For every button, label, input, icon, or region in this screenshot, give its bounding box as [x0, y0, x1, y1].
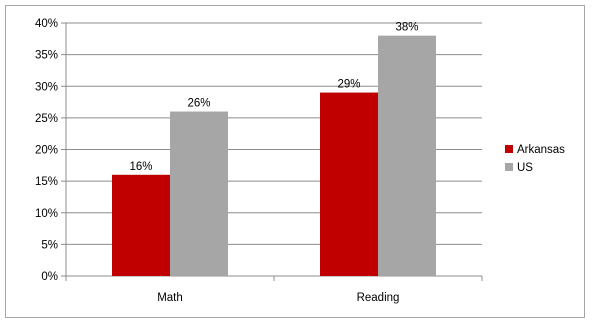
y-tick-label: 35% — [35, 50, 58, 62]
x-tick-label: Math — [157, 292, 183, 304]
bar-arkansas-reading — [320, 92, 378, 276]
data-label: 38% — [395, 22, 418, 34]
data-label: 16% — [129, 161, 152, 173]
legend-label-us: US — [517, 162, 533, 174]
y-tick-label: 30% — [35, 81, 58, 93]
legend-swatch-arkansas — [505, 145, 513, 153]
data-label: 26% — [187, 98, 210, 110]
y-tick-label: 15% — [35, 176, 58, 188]
y-tick-label: 40% — [35, 18, 58, 30]
y-axis-ticks: 0% 5% 10% 15% 20% 25% 30% 35% 40% — [35, 18, 58, 283]
y-tick-label: 20% — [35, 145, 58, 157]
bar-chart: 0% 5% 10% 15% 20% 25% 30% 35% 40% 16% 26% 29% 38% M… — [35, 18, 565, 304]
bar-arkansas-math — [112, 174, 170, 276]
bar-us-reading — [378, 35, 436, 277]
legend: Arkansas US — [505, 144, 565, 174]
y-tick-label: 5% — [41, 239, 58, 251]
bar-us-math — [170, 111, 228, 276]
x-axis-ticks: Math Reading — [157, 292, 399, 304]
chart-frame: 0% 5% 10% 15% 20% 25% 30% 35% 40% 16% 26% 29% 38% M… — [5, 5, 585, 318]
legend-label-arkansas: Arkansas — [517, 144, 565, 156]
data-labels: 16% 26% 29% 38% — [129, 22, 418, 173]
y-tick-label: 0% — [41, 271, 58, 283]
legend-swatch-us — [505, 163, 513, 171]
bars — [112, 35, 436, 277]
data-label: 29% — [337, 79, 360, 91]
y-tick-label: 25% — [35, 113, 58, 125]
y-tick-label: 10% — [35, 208, 58, 220]
x-tick-label: Reading — [357, 292, 400, 304]
